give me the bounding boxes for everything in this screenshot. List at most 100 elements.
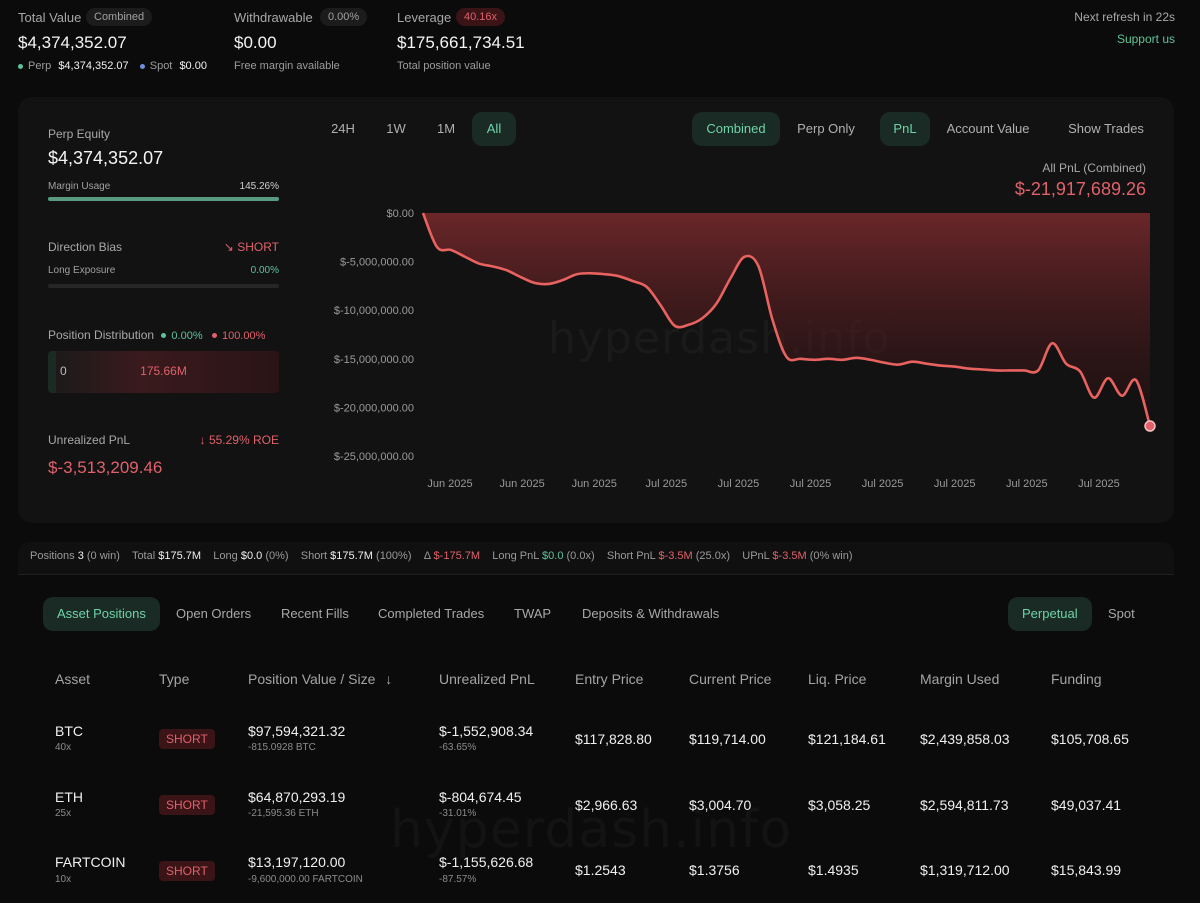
tab-completed-trades[interactable]: Completed Trades bbox=[378, 606, 485, 621]
pnl-data-point bbox=[604, 274, 605, 275]
pnl-data-point bbox=[702, 317, 703, 318]
tab-perpetual[interactable]: Perpetual bbox=[1008, 597, 1092, 631]
pnl-data-point bbox=[800, 358, 801, 359]
pnl-data-point bbox=[912, 361, 913, 362]
pnl-data-point bbox=[1010, 370, 1011, 371]
x-tick-label: Jun 2025 bbox=[499, 478, 544, 490]
total-value: $4,374,352.07 bbox=[18, 33, 127, 52]
long-pnl-value: $0.0 bbox=[542, 550, 564, 562]
col-type[interactable]: Type bbox=[159, 671, 190, 687]
row-leverage: 10x bbox=[55, 874, 72, 885]
tab-twap[interactable]: TWAP bbox=[514, 606, 552, 621]
upnl-label: UPnL bbox=[742, 550, 770, 562]
upnl-value: $-3.5M bbox=[772, 550, 807, 562]
x-tick-label: Jun 2025 bbox=[572, 478, 617, 490]
margin-usage-label: Margin Usage bbox=[48, 181, 111, 192]
pnl-data-point bbox=[562, 280, 563, 281]
col-liq-price[interactable]: Liq. Price bbox=[808, 671, 867, 687]
spot-label: Spot bbox=[149, 60, 173, 72]
delta-label: Δ bbox=[423, 550, 431, 562]
col-entry-price[interactable]: Entry Price bbox=[575, 671, 644, 687]
pnl-data-point bbox=[464, 256, 465, 257]
pnl-data-point bbox=[1094, 397, 1095, 398]
pnl-data-point bbox=[856, 357, 857, 358]
margin-usage-bar bbox=[48, 197, 279, 201]
pnl-data-point bbox=[436, 247, 437, 248]
dist-long-segment bbox=[48, 351, 56, 393]
pnl-chart: $0.00 $-5,000,000.00 $-10,000,000.00 $-15,0… bbox=[334, 208, 1156, 490]
withdrawable-label: Withdrawable bbox=[234, 10, 313, 25]
total-label: Total bbox=[131, 550, 156, 562]
short-pnl-value: $-3.5M bbox=[658, 550, 693, 562]
row-position-size: -815.0928 BTC bbox=[248, 742, 316, 753]
col-current-price[interactable]: Current Price bbox=[689, 671, 772, 687]
pnl-data-point bbox=[744, 256, 745, 257]
pnl-data-point bbox=[674, 325, 675, 326]
show-trades-button[interactable]: Show Trades bbox=[1068, 121, 1144, 136]
pnl-data-point bbox=[716, 303, 717, 304]
pnl-data-point bbox=[968, 368, 969, 369]
pnl-current-point[interactable] bbox=[1144, 420, 1156, 432]
long-exposure-label: Long Exposure bbox=[48, 265, 116, 276]
pnl-data-point bbox=[982, 369, 983, 370]
y-tick-label: $-5,000,000.00 bbox=[340, 257, 414, 269]
pnl-data-point bbox=[1038, 370, 1039, 371]
support-link[interactable]: Support us bbox=[1116, 32, 1175, 46]
tab-recent-fills[interactable]: Recent Fills bbox=[281, 606, 349, 621]
pnl-data-point bbox=[884, 362, 885, 363]
col-asset[interactable]: Asset bbox=[55, 671, 91, 687]
y-tick-label: $-10,000,000.00 bbox=[334, 305, 414, 317]
row-asset: BTC bbox=[55, 723, 83, 739]
row-type-badge: SHORT bbox=[159, 729, 215, 749]
pnl-data-point bbox=[758, 266, 759, 267]
pnl-data-point bbox=[618, 276, 619, 277]
tab-deposits-withdrawals[interactable]: Deposits & Withdrawals bbox=[582, 606, 720, 621]
pnl-data-point bbox=[842, 359, 843, 360]
y-tick-label: $-15,000,000.00 bbox=[334, 354, 414, 366]
col-unrealized-pnl[interactable]: Unrealized PnL bbox=[439, 671, 535, 687]
range-1w-button[interactable]: 1W bbox=[386, 121, 406, 136]
row-position-size: -9,600,000.00 FARTCOIN bbox=[248, 874, 363, 885]
row-upnl: $-804,674.45 bbox=[439, 789, 522, 805]
pnl-data-point bbox=[450, 249, 451, 250]
pnl-data-point bbox=[772, 319, 773, 320]
row-type-badge: SHORT bbox=[159, 861, 215, 881]
mode-combined-button[interactable]: Combined bbox=[692, 112, 780, 146]
mode-perp-only-button[interactable]: Perp Only bbox=[797, 121, 855, 136]
tab-open-orders[interactable]: Open Orders bbox=[176, 606, 252, 621]
metric-account-value-button[interactable]: Account Value bbox=[946, 121, 1030, 136]
x-tick-label: Jul 2025 bbox=[862, 478, 904, 490]
refresh-timer: Next refresh in 22s bbox=[1074, 10, 1175, 24]
pnl-data-point bbox=[954, 366, 955, 367]
total-value-strip: $175.7M bbox=[158, 550, 202, 562]
col-margin-used[interactable]: Margin Used bbox=[920, 671, 1000, 687]
row-leverage: 25x bbox=[55, 808, 72, 819]
col-position-value[interactable]: Position Value / Size ↓ bbox=[248, 671, 392, 687]
range-1m-button[interactable]: 1M bbox=[436, 121, 456, 136]
spot-dot-icon bbox=[139, 63, 145, 69]
dist-long-amount: 0 bbox=[60, 364, 67, 378]
total-value-breakdown: Perp $4,374,352.07 Spot $0.00 bbox=[18, 60, 207, 72]
withdrawable-badge: 0.00% bbox=[320, 8, 368, 26]
metric-pnl-button[interactable]: PnL bbox=[880, 112, 930, 146]
direction-bias-text: SHORT bbox=[237, 240, 279, 254]
row-funding: $49,037.41 bbox=[1051, 797, 1122, 813]
row-asset: ETH bbox=[55, 789, 83, 805]
short-pnl-label: Short PnL bbox=[606, 550, 656, 562]
roe-text: 55.29% ROE bbox=[208, 433, 279, 447]
leverage-sub: Total position value bbox=[397, 60, 491, 72]
pnl-data-point bbox=[632, 281, 633, 282]
range-24h-button[interactable]: 24H bbox=[331, 121, 355, 136]
col-funding[interactable]: Funding bbox=[1051, 671, 1102, 687]
tab-spot[interactable]: Spot bbox=[1108, 606, 1135, 621]
tab-asset-positions[interactable]: Asset Positions bbox=[43, 597, 160, 631]
trend-down-icon: ↘ bbox=[223, 240, 234, 254]
short-label: Short bbox=[300, 550, 328, 562]
overview-panel: Perp Equity $4,374,352.07 Margin Usage 1… bbox=[18, 97, 1174, 523]
pnl-data-point bbox=[870, 359, 871, 360]
range-all-button[interactable]: All bbox=[472, 112, 516, 146]
row-position-value: $13,197,120.00 bbox=[248, 854, 346, 870]
long-dot-icon bbox=[161, 333, 167, 339]
pnl-data-point bbox=[1066, 363, 1067, 364]
unrealized-pnl-value: $-3,513,209.46 bbox=[48, 458, 163, 477]
